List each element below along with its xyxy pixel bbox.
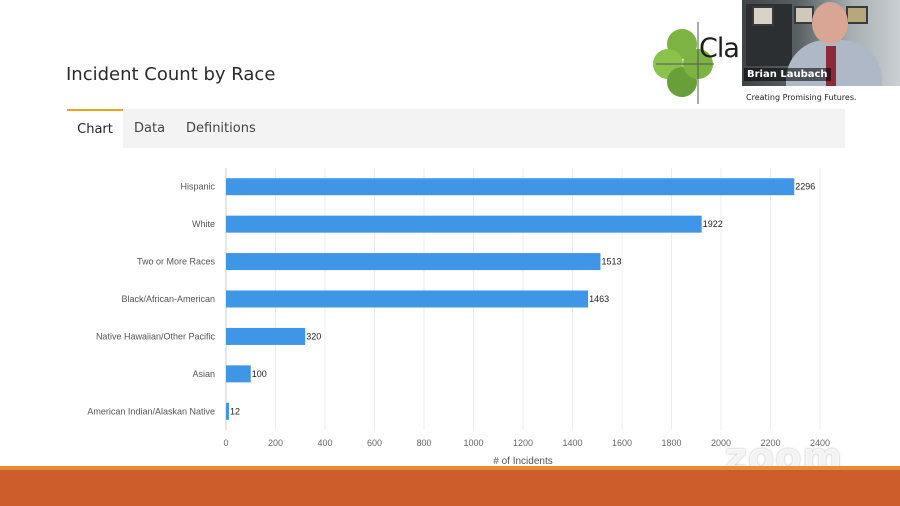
tab-definitions[interactable]: Definitions	[186, 121, 256, 136]
tab-data[interactable]: Data	[134, 121, 166, 136]
data-label: 12	[230, 406, 240, 416]
data-label: 320	[306, 331, 321, 341]
chart-area: 0 200 400 600 800 1000 1200 1400 1600 1800 2000 220…	[52, 150, 845, 467]
x-tick-label: 1400	[562, 438, 582, 448]
logo-text: Cla	[699, 33, 740, 64]
x-tick-label: 1600	[612, 438, 632, 448]
bar	[226, 178, 795, 196]
participant-video[interactable]: Brian Laubach	[742, 0, 900, 86]
data-label: 100	[252, 369, 267, 379]
category-label: American Indian/Alaskan Native	[87, 406, 215, 416]
x-tick-label: 1000	[463, 438, 483, 448]
category-label: Hispanic	[180, 182, 215, 192]
x-tick-label: 0	[223, 438, 228, 448]
wall-frame	[752, 6, 774, 26]
bar	[226, 253, 601, 271]
bar	[226, 365, 251, 383]
slide-title: Incident Count by Race	[66, 64, 276, 85]
data-label: 1513	[601, 257, 621, 267]
x-tick-label: 2000	[711, 438, 731, 448]
category-label: Two or More Races	[137, 257, 216, 267]
category-label: Asian	[192, 369, 215, 379]
participant-head	[812, 2, 848, 44]
category-label: White	[192, 219, 215, 229]
x-tick-label: 800	[416, 438, 431, 448]
x-tick-label: 1200	[513, 438, 533, 448]
logo	[652, 22, 747, 104]
participant-tie	[826, 46, 836, 86]
data-label: 1463	[589, 294, 609, 304]
tab-chart[interactable]: Chart	[67, 109, 123, 150]
x-tick-label: 1800	[661, 438, 681, 448]
x-tick-label: 600	[367, 438, 382, 448]
category-label: Native Hawaiian/Other Pacific	[96, 331, 216, 341]
bar-chart: 0 200 400 600 800 1000 1200 1400 1600 1800 2000 220…	[87, 168, 830, 467]
bar	[226, 215, 702, 233]
x-tick-label: 200	[268, 438, 283, 448]
participant-name-label: Brian Laubach	[744, 68, 831, 81]
chart-tabbar: Chart Data Definitions	[67, 109, 845, 150]
wall-frame	[846, 6, 868, 24]
x-tick-label: 2200	[760, 438, 780, 448]
data-label: 2296	[795, 182, 815, 192]
data-label: 1922	[703, 219, 723, 229]
x-axis-label: # of Incidents	[493, 456, 552, 466]
category-label: Black/African-American	[121, 294, 215, 304]
bar	[226, 327, 306, 345]
slide-bottom-strip	[0, 466, 900, 506]
wall-frame	[794, 6, 814, 24]
logo-tagline: Creating Promising Futures.	[746, 93, 857, 102]
x-tick-label: 400	[317, 438, 332, 448]
bar	[226, 290, 589, 308]
clover-logo-icon	[653, 22, 714, 104]
x-tick-label: 2400	[810, 438, 830, 448]
bar	[226, 402, 229, 420]
